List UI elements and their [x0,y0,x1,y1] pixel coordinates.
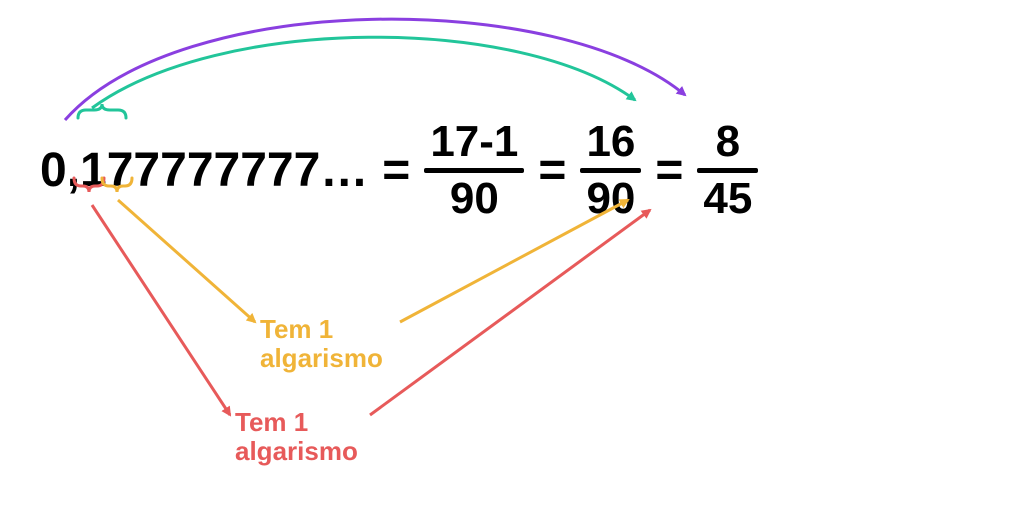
decimal-number: 0,177777777… [40,147,368,195]
arc-purple [65,19,685,120]
fraction-3-den: 45 [697,177,758,221]
fraction-2-den: 90 [580,177,641,221]
brace-teal [78,104,126,118]
fraction-2: 16 90 [580,120,641,221]
equals-3: = [655,143,683,198]
fraction-1-den: 90 [444,177,505,221]
fraction-1-bar [424,168,524,173]
fraction-2-bar [580,168,641,173]
equation-line: 0,177777777… = 17-1 90 = 16 90 = 8 45 [40,120,758,221]
equals-1: = [382,143,410,198]
fraction-3-bar [697,168,758,173]
fraction-1-num: 17-1 [424,120,524,164]
arrow-red-left [92,205,230,415]
fraction-3-num: 8 [710,120,746,164]
equals-2: = [538,143,566,198]
diagram-stage: 0,177777777… = 17-1 90 = 16 90 = 8 45 Te… [0,0,1032,509]
arrow-red-right [370,210,650,415]
arrows-overlay [0,0,1032,509]
annotation-red: Tem 1 algarismo [235,408,358,465]
arc-teal [92,37,635,108]
fraction-1: 17-1 90 [424,120,524,221]
annotation-yellow: Tem 1 algarismo [260,315,383,372]
fraction-3: 8 45 [697,120,758,221]
fraction-2-num: 16 [580,120,641,164]
